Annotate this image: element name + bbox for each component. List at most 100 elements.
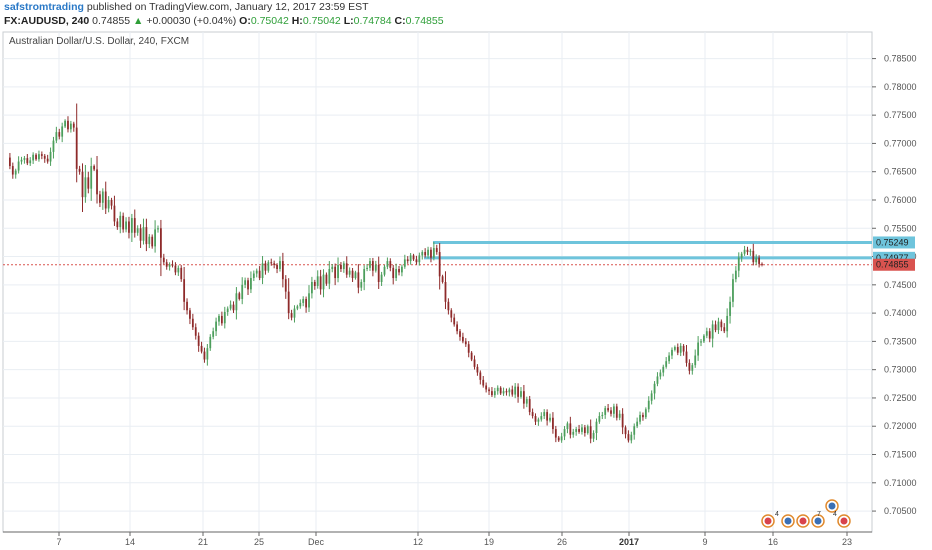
- candle-body: [162, 257, 165, 263]
- y-tick-label: 0.71500: [884, 450, 917, 460]
- candle-body: [659, 372, 662, 377]
- author-link[interactable]: safstromtrading: [4, 1, 84, 13]
- horizontal-levels[interactable]: [3, 240, 872, 266]
- candle-body: [543, 412, 546, 417]
- candle-body: [633, 426, 636, 435]
- candle-body: [615, 406, 618, 418]
- candle-body: [676, 347, 679, 353]
- candle-body: [125, 221, 127, 230]
- candle-body: [244, 280, 247, 285]
- candle-body: [607, 408, 609, 411]
- candle-body: [610, 410, 612, 414]
- candle-body: [200, 345, 203, 352]
- candle-body: [734, 270, 737, 280]
- x-tick-label: 16: [768, 537, 778, 547]
- candle-body: [502, 391, 505, 394]
- candle-body: [122, 215, 125, 230]
- candle-body: [366, 267, 368, 269]
- candle-body: [87, 177, 90, 189]
- candle-body: [284, 279, 287, 292]
- candle-body: [252, 273, 255, 279]
- close-label: C:: [394, 15, 406, 27]
- candle-body: [432, 248, 435, 258]
- candle-body: [647, 400, 650, 410]
- candle-body: [589, 426, 592, 439]
- candle-body: [650, 393, 653, 401]
- candle-body: [743, 249, 746, 254]
- candle-body: [511, 389, 514, 395]
- flag-icon: [840, 517, 848, 525]
- current-price-tag-text: 0.74855: [876, 260, 909, 270]
- candle-body: [218, 315, 220, 322]
- candle-body: [279, 261, 281, 269]
- price-axis[interactable]: 0.78500 0.78000 0.77500 0.77000 0.76500 0.760…: [872, 54, 917, 516]
- candle-body: [493, 391, 496, 396]
- candle-body: [81, 171, 84, 198]
- candle-body: [334, 266, 337, 279]
- flag-icon: [814, 517, 822, 525]
- candle-body: [374, 265, 377, 271]
- x-tick-label: 12: [413, 537, 423, 547]
- candle-body: [264, 263, 267, 271]
- candle-body: [520, 391, 522, 397]
- candle-body: [302, 298, 305, 303]
- candle-body: [357, 272, 360, 288]
- candle-body: [418, 255, 421, 263]
- candle-body: [746, 249, 749, 253]
- candle-body: [740, 253, 743, 258]
- candle-body: [694, 355, 697, 366]
- candle-body: [186, 301, 188, 311]
- x-tick-label: 26: [557, 537, 567, 547]
- candle-body: [552, 417, 554, 430]
- candle-body: [621, 413, 624, 428]
- y-tick-label: 0.77500: [884, 110, 917, 120]
- candle-body: [58, 132, 61, 137]
- candle-body: [35, 154, 37, 160]
- current-price-tag: [873, 258, 915, 271]
- candle-body: [595, 421, 598, 434]
- candle-body: [421, 252, 424, 256]
- y-tick-label: 0.76500: [884, 167, 917, 177]
- candle-body: [444, 282, 447, 302]
- candle-body: [299, 302, 302, 307]
- candle-body: [235, 293, 238, 311]
- candle-body: [136, 228, 139, 233]
- close-value: 0.74855: [405, 15, 444, 27]
- candle-body: [665, 361, 668, 367]
- candle-body: [525, 399, 528, 404]
- candle-body: [508, 389, 511, 393]
- candle-body: [613, 406, 615, 414]
- candle-body: [624, 427, 627, 435]
- candle-body: [761, 263, 763, 265]
- candle-body: [229, 304, 232, 309]
- candle-body: [703, 335, 705, 342]
- candle-body: [342, 263, 345, 269]
- open-label: O:: [239, 15, 251, 27]
- y-tick-label: 0.70500: [884, 506, 917, 516]
- candle-body: [679, 345, 682, 353]
- candle-body: [700, 341, 702, 343]
- candle-body: [673, 347, 676, 350]
- candle-body: [160, 228, 162, 258]
- x-tick-label: 2017: [619, 537, 639, 547]
- x-tick-label: 14: [125, 537, 135, 547]
- flag-icon: [764, 517, 772, 525]
- candle-body: [627, 434, 630, 441]
- y-tick-label: 0.78500: [884, 54, 917, 64]
- candle-body: [93, 166, 96, 170]
- candle-body: [671, 349, 673, 356]
- candle-body: [261, 263, 264, 279]
- candle-body: [104, 191, 107, 209]
- y-tick-label: 0.72000: [884, 421, 917, 431]
- event-flags[interactable]: 4 7 4: [761, 499, 851, 528]
- candle-body: [11, 166, 14, 175]
- candle-body: [52, 140, 55, 152]
- candle-body: [653, 383, 656, 394]
- candle-body: [395, 268, 398, 279]
- plot-area[interactable]: [2, 31, 873, 533]
- y-tick-label: 0.74500: [884, 280, 917, 290]
- candle-body: [305, 298, 307, 308]
- candle-body: [351, 270, 354, 279]
- time-axis[interactable]: 7 14 21 25 Dec 12 19 26 2017 9 16 23: [3, 531, 872, 547]
